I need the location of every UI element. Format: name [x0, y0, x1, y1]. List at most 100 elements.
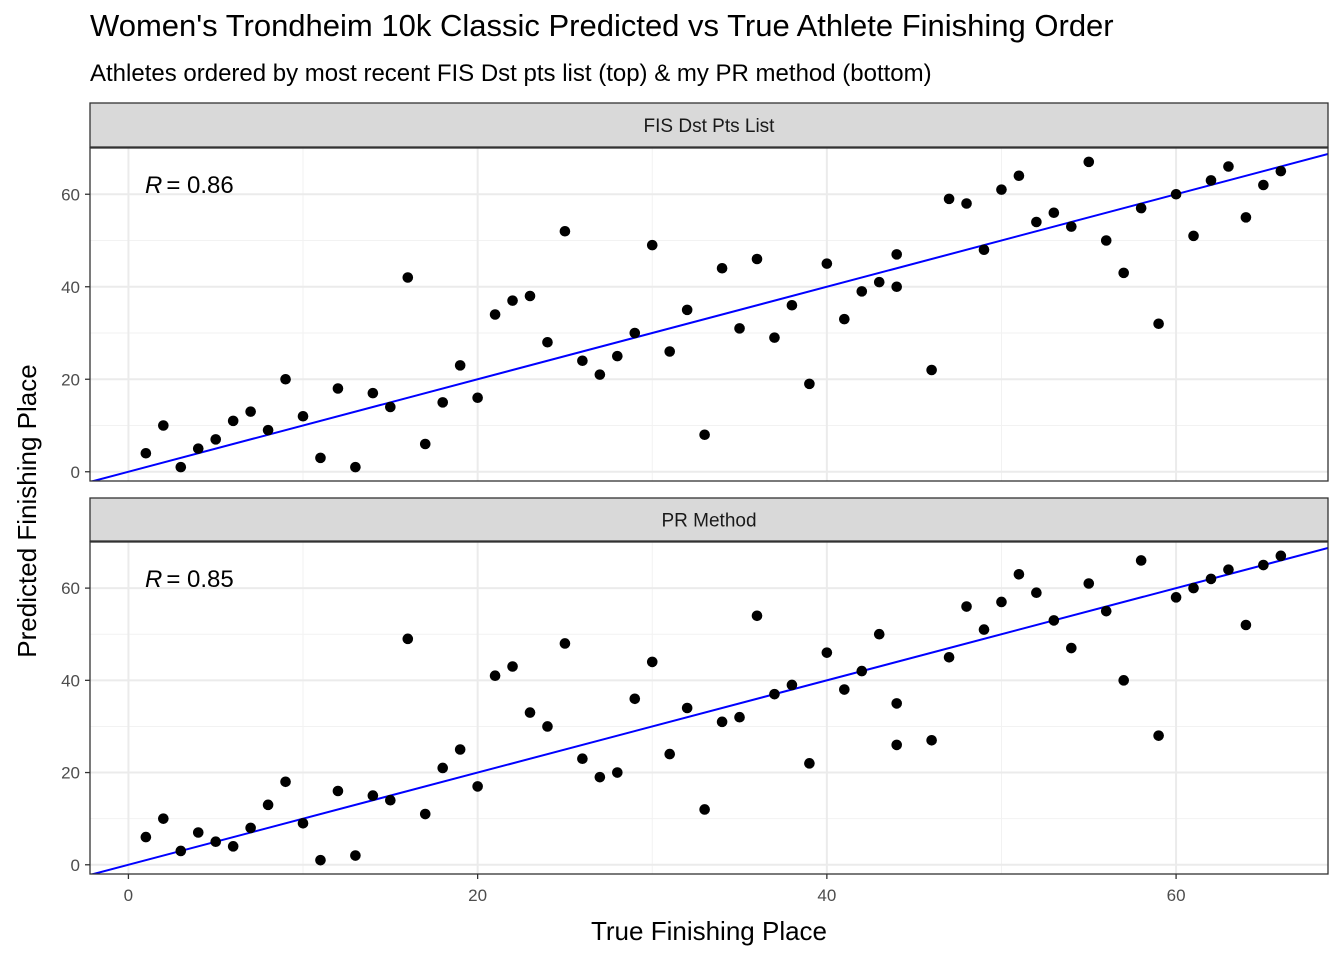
data-point	[350, 461, 361, 473]
fit-line	[90, 547, 1328, 874]
data-point	[1048, 615, 1060, 626]
strip-label: PR Method	[661, 511, 756, 532]
data-point	[507, 295, 518, 306]
data-point	[158, 813, 169, 824]
x-tick-label: 20	[468, 886, 487, 905]
data-point	[175, 845, 187, 857]
data-point	[280, 373, 291, 385]
data-point	[769, 332, 780, 343]
data-point	[716, 262, 728, 274]
data-point	[839, 684, 850, 695]
data-point	[140, 831, 152, 843]
data-point	[804, 378, 815, 390]
data-point	[856, 286, 868, 297]
data-point	[978, 244, 990, 256]
y-tick-label: 40	[61, 278, 80, 297]
data-point	[891, 249, 903, 260]
data-point	[1066, 221, 1077, 232]
panel-background	[90, 542, 1328, 874]
data-point	[210, 836, 222, 848]
y-axis-title: Predicted Finishing Place	[12, 364, 42, 657]
data-point	[1170, 188, 1182, 200]
y-tick-label: 20	[61, 370, 80, 389]
y-tick-label: 0	[71, 856, 80, 875]
data-point	[681, 702, 693, 714]
fit-line	[90, 153, 1328, 481]
strip-label: FIS Dst Pts List	[644, 116, 776, 137]
correlation-annotation: R = 0.85	[145, 566, 234, 593]
data-point	[315, 854, 326, 866]
data-point	[542, 336, 553, 348]
data-point	[891, 698, 903, 709]
data-point	[472, 781, 483, 792]
data-point	[245, 406, 256, 417]
data-point	[1153, 318, 1164, 330]
data-point	[1118, 675, 1130, 686]
data-point	[350, 850, 361, 861]
data-point	[262, 799, 274, 811]
data-point	[786, 299, 798, 311]
data-point	[1205, 175, 1217, 186]
data-point	[751, 253, 763, 265]
data-point	[1031, 216, 1042, 228]
data-point	[943, 651, 955, 663]
data-point	[594, 369, 606, 380]
data-point	[612, 350, 623, 362]
data-point	[1013, 568, 1025, 580]
correlation-value: = 0.85	[166, 566, 233, 593]
panel-1: FIS Dst Pts List R = 0.86 0 20 40 60	[61, 102, 1329, 482]
data-point	[1258, 559, 1269, 571]
x-tick-label: 0	[124, 886, 133, 905]
chart-title: Women's Trondheim 10k Classic Predicted …	[90, 8, 1114, 43]
x-axis-title: True Finishing Place	[591, 916, 827, 946]
data-point	[821, 647, 833, 658]
data-point	[1275, 165, 1287, 177]
panel-border	[89, 147, 1329, 482]
data-point	[402, 633, 414, 645]
panel-background	[90, 148, 1328, 481]
data-point	[629, 327, 641, 339]
data-point	[856, 665, 868, 677]
data-point	[1170, 592, 1182, 603]
data-point	[245, 822, 256, 834]
data-point	[1258, 179, 1269, 191]
data-point	[1066, 642, 1077, 654]
data-point	[1205, 573, 1217, 585]
correlation-symbol: R	[145, 566, 162, 593]
data-point	[751, 610, 763, 622]
correlation-value: = 0.86	[166, 172, 233, 199]
panel-2: PR Method R = 0.85 0 20 40 60 0 20 40 60	[61, 497, 1329, 905]
data-point	[734, 323, 745, 334]
data-point	[891, 739, 903, 751]
data-point	[542, 721, 553, 732]
data-point	[1275, 550, 1287, 562]
data-point	[315, 452, 326, 464]
strip-background	[89, 497, 1329, 542]
data-point	[961, 601, 972, 612]
data-point	[367, 790, 379, 801]
data-point	[489, 309, 501, 320]
data-point	[385, 794, 396, 806]
data-point	[385, 401, 396, 413]
data-point	[926, 364, 937, 376]
y-tick-label: 60	[61, 185, 80, 204]
data-point	[332, 785, 344, 797]
data-point	[1223, 161, 1234, 172]
chart-subtitle: Athletes ordered by most recent FIS Dst …	[90, 60, 932, 87]
data-point	[1188, 230, 1199, 242]
data-point	[1188, 582, 1199, 594]
data-point	[716, 716, 728, 728]
data-point	[1083, 156, 1095, 168]
data-point	[524, 707, 536, 718]
data-point	[227, 415, 239, 427]
data-point	[978, 624, 990, 635]
data-point	[175, 461, 187, 473]
data-point	[140, 447, 152, 459]
data-point	[1118, 267, 1130, 279]
y-tick-label: 40	[61, 671, 80, 690]
data-point	[158, 420, 169, 431]
data-point	[210, 434, 222, 445]
data-point	[419, 808, 431, 820]
data-point	[664, 346, 676, 357]
